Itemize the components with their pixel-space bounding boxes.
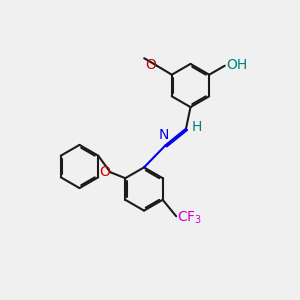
Text: N: N (159, 128, 169, 142)
Text: H: H (191, 121, 202, 134)
Text: O: O (99, 165, 110, 179)
Text: OH: OH (226, 58, 247, 72)
Text: O: O (145, 58, 156, 72)
Text: CF$_3$: CF$_3$ (177, 210, 202, 226)
